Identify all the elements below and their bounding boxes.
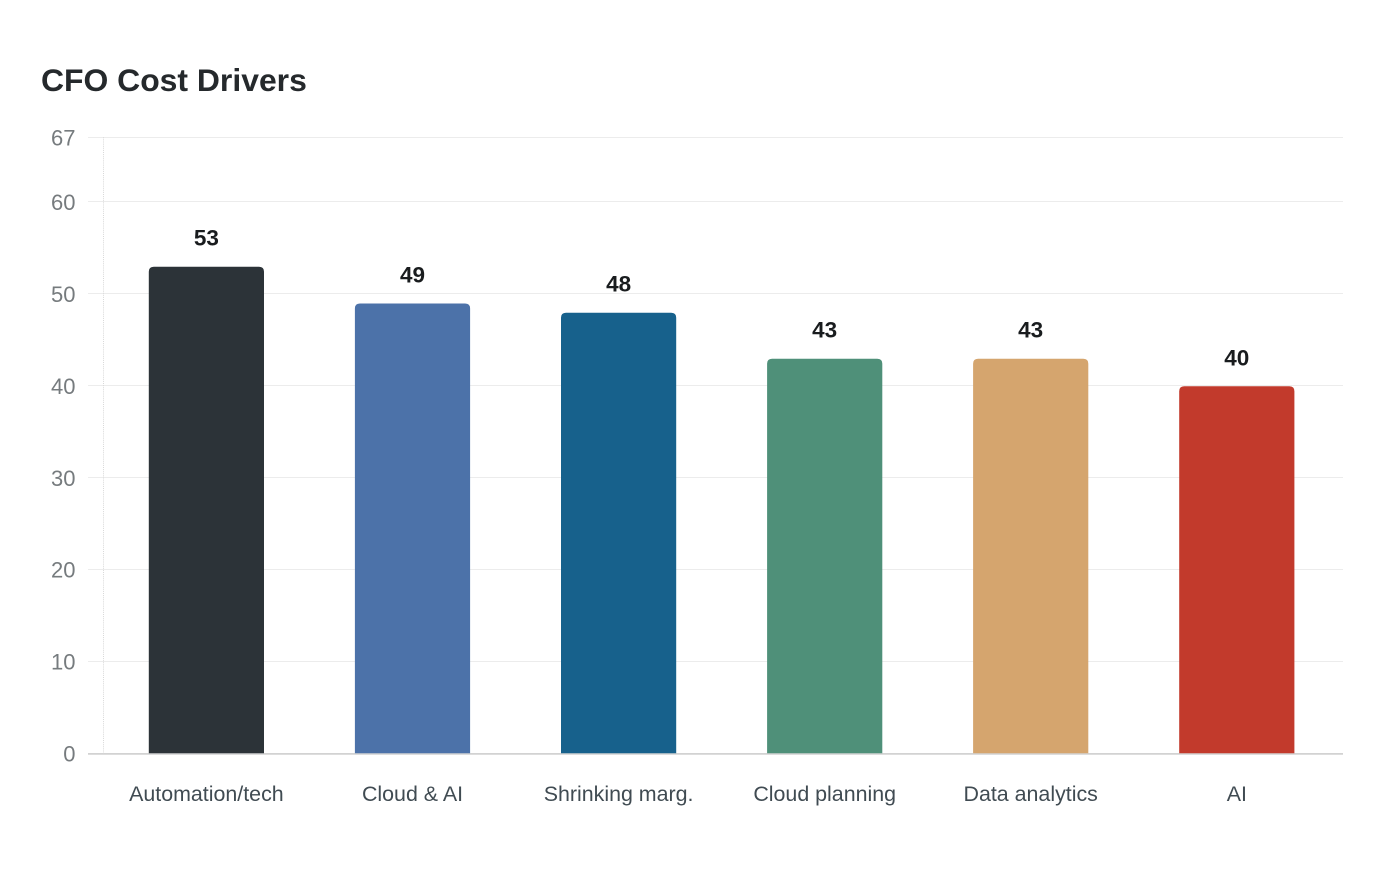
svg-text:53: 53 [194,226,219,251]
svg-text:40: 40 [51,374,75,399]
svg-text:Cloud & AI: Cloud & AI [362,782,463,806]
svg-text:50: 50 [51,282,75,307]
svg-text:Automation/tech: Automation/tech [129,782,284,806]
svg-text:Shrinking marg.: Shrinking marg. [544,782,694,806]
svg-text:67: 67 [51,126,75,151]
svg-text:49: 49 [400,263,425,288]
svg-text:40: 40 [1224,345,1249,370]
svg-text:AI: AI [1227,782,1247,806]
svg-text:0: 0 [63,742,75,767]
svg-text:20: 20 [51,558,75,583]
svg-text:43: 43 [1018,318,1043,343]
svg-text:10: 10 [51,650,75,675]
svg-text:Cloud planning: Cloud planning [753,782,896,806]
svg-text:30: 30 [51,466,75,491]
svg-text:Data analytics: Data analytics [964,782,1098,806]
svg-text:48: 48 [606,272,631,297]
svg-text:43: 43 [812,318,837,343]
svg-text:60: 60 [51,190,75,215]
svg-text:CFO Cost Drivers: CFO Cost Drivers [41,62,307,98]
